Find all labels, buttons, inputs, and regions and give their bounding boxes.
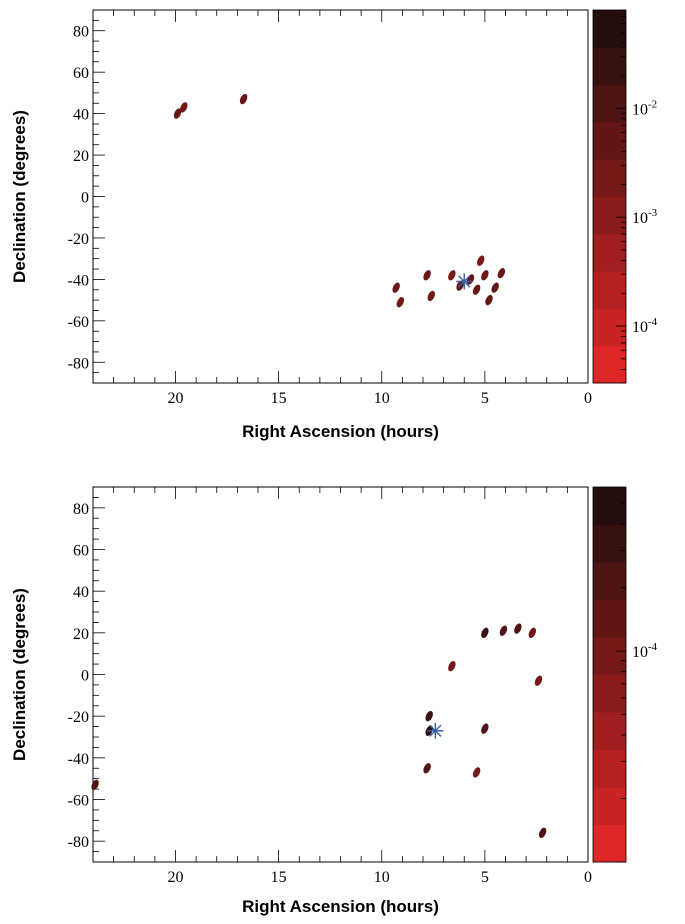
probability-region (423, 763, 431, 774)
probability-region (173, 108, 182, 119)
probability-region (392, 282, 400, 293)
y-axis-title: Declination (degrees) (10, 588, 29, 761)
probability-region (396, 297, 405, 308)
colorbar-band (593, 233, 626, 272)
probability-region (499, 625, 508, 636)
probability-region (91, 779, 99, 791)
probability-region (180, 102, 188, 113)
colorbar-band (593, 487, 626, 525)
y-tick-label: 80 (73, 24, 89, 41)
probability-region (239, 93, 248, 105)
x-tick-label: 5 (481, 869, 489, 886)
source-marker (427, 722, 444, 739)
marker-stroke (429, 724, 442, 737)
probability-region (423, 270, 431, 281)
colorbar-frame (592, 9, 627, 384)
colorbar-tick-label: 10-2 (632, 98, 657, 118)
source-marker (456, 273, 473, 290)
colorbar-band (593, 524, 626, 563)
x-tick-label: 0 (584, 869, 592, 886)
colorbar-band (593, 308, 626, 347)
y-tick-label: 80 (73, 501, 89, 518)
colorbar-tick-label: 10-4 (632, 641, 658, 661)
y-tick-label: 0 (81, 190, 89, 207)
colorbar-frame (592, 486, 627, 863)
probability-region (448, 661, 456, 672)
colorbar-band (593, 712, 626, 750)
y-tick-label: 20 (73, 148, 89, 165)
y-tick-label: 40 (73, 584, 89, 601)
probability-region (477, 255, 485, 266)
x-tick-label: 15 (271, 869, 287, 886)
probability-region (448, 270, 456, 281)
colorbar-band (593, 599, 626, 638)
y-tick-label: 60 (73, 543, 89, 560)
probability-region (472, 284, 481, 295)
probability-region (472, 767, 481, 778)
probability-region (497, 268, 506, 279)
colorbar-band (593, 637, 626, 675)
colorbar-band (593, 674, 626, 713)
probability-region (538, 827, 547, 838)
y-tick-label: -20 (68, 709, 89, 726)
y-tick-label: -40 (68, 272, 89, 289)
x-tick-label: 10 (374, 390, 390, 407)
y-tick-label: -20 (68, 231, 89, 248)
y-tick-label: -40 (68, 751, 89, 768)
y-tick-label: -60 (68, 314, 89, 331)
plot-frame (92, 9, 589, 384)
probability-region (534, 675, 543, 686)
y-tick-label: -80 (68, 834, 89, 851)
colorbar-tick-label: 10-4 (632, 316, 658, 336)
colorbar-band (593, 749, 626, 788)
colorbar-band (593, 824, 626, 863)
colorbar-band (593, 345, 626, 384)
y-tick-label: 0 (81, 668, 89, 685)
skymap-panel-top: 10-2 10-3 10-4 20 15 10 5 0 80 60 40 20 0 -20 -40 -60 -8… (10, 9, 658, 441)
colorbar-band (593, 787, 626, 825)
colorbar-band (593, 84, 626, 123)
colorbar-band (593, 10, 626, 48)
probability-region (481, 627, 489, 638)
skymap-panel-bottom: 10-4 20 15 10 5 0 80 60 40 20 0 -20 -40 -60 -80 Right A… (10, 486, 658, 916)
y-tick-label: -60 (68, 793, 89, 810)
probability-region (425, 711, 433, 722)
colorbar-band (593, 159, 626, 197)
colorbar-band (593, 47, 626, 86)
x-tick-label: 5 (481, 390, 489, 407)
colorbar-band (593, 196, 626, 235)
x-tick-label: 20 (168, 869, 184, 886)
x-axis-title: Right Ascension (hours) (242, 897, 439, 916)
y-tick-label: 20 (73, 626, 89, 643)
y-tick-label: -80 (68, 355, 89, 372)
x-tick-label: 0 (584, 390, 592, 407)
probability-region (481, 723, 489, 734)
marker-stroke (458, 275, 471, 288)
colorbar-band (593, 562, 626, 600)
probability-region (491, 282, 499, 293)
x-tick-label: 10 (374, 869, 390, 886)
x-tick-label: 20 (168, 390, 184, 407)
colorbar-tick-label: 10-3 (632, 207, 658, 227)
y-axis-title: Declination (degrees) (10, 110, 29, 283)
probability-region (528, 627, 537, 638)
probability-region (485, 294, 493, 306)
x-tick-label: 15 (271, 390, 287, 407)
colorbar-band (593, 121, 626, 160)
y-tick-label: 60 (73, 65, 89, 82)
colorbar-band (593, 271, 626, 309)
plot-frame (92, 486, 589, 863)
x-axis-title: Right Ascension (hours) (242, 422, 439, 441)
y-tick-label: 40 (73, 107, 89, 124)
probability-region (481, 270, 489, 281)
probability-region (427, 290, 435, 302)
probability-region (514, 623, 522, 634)
